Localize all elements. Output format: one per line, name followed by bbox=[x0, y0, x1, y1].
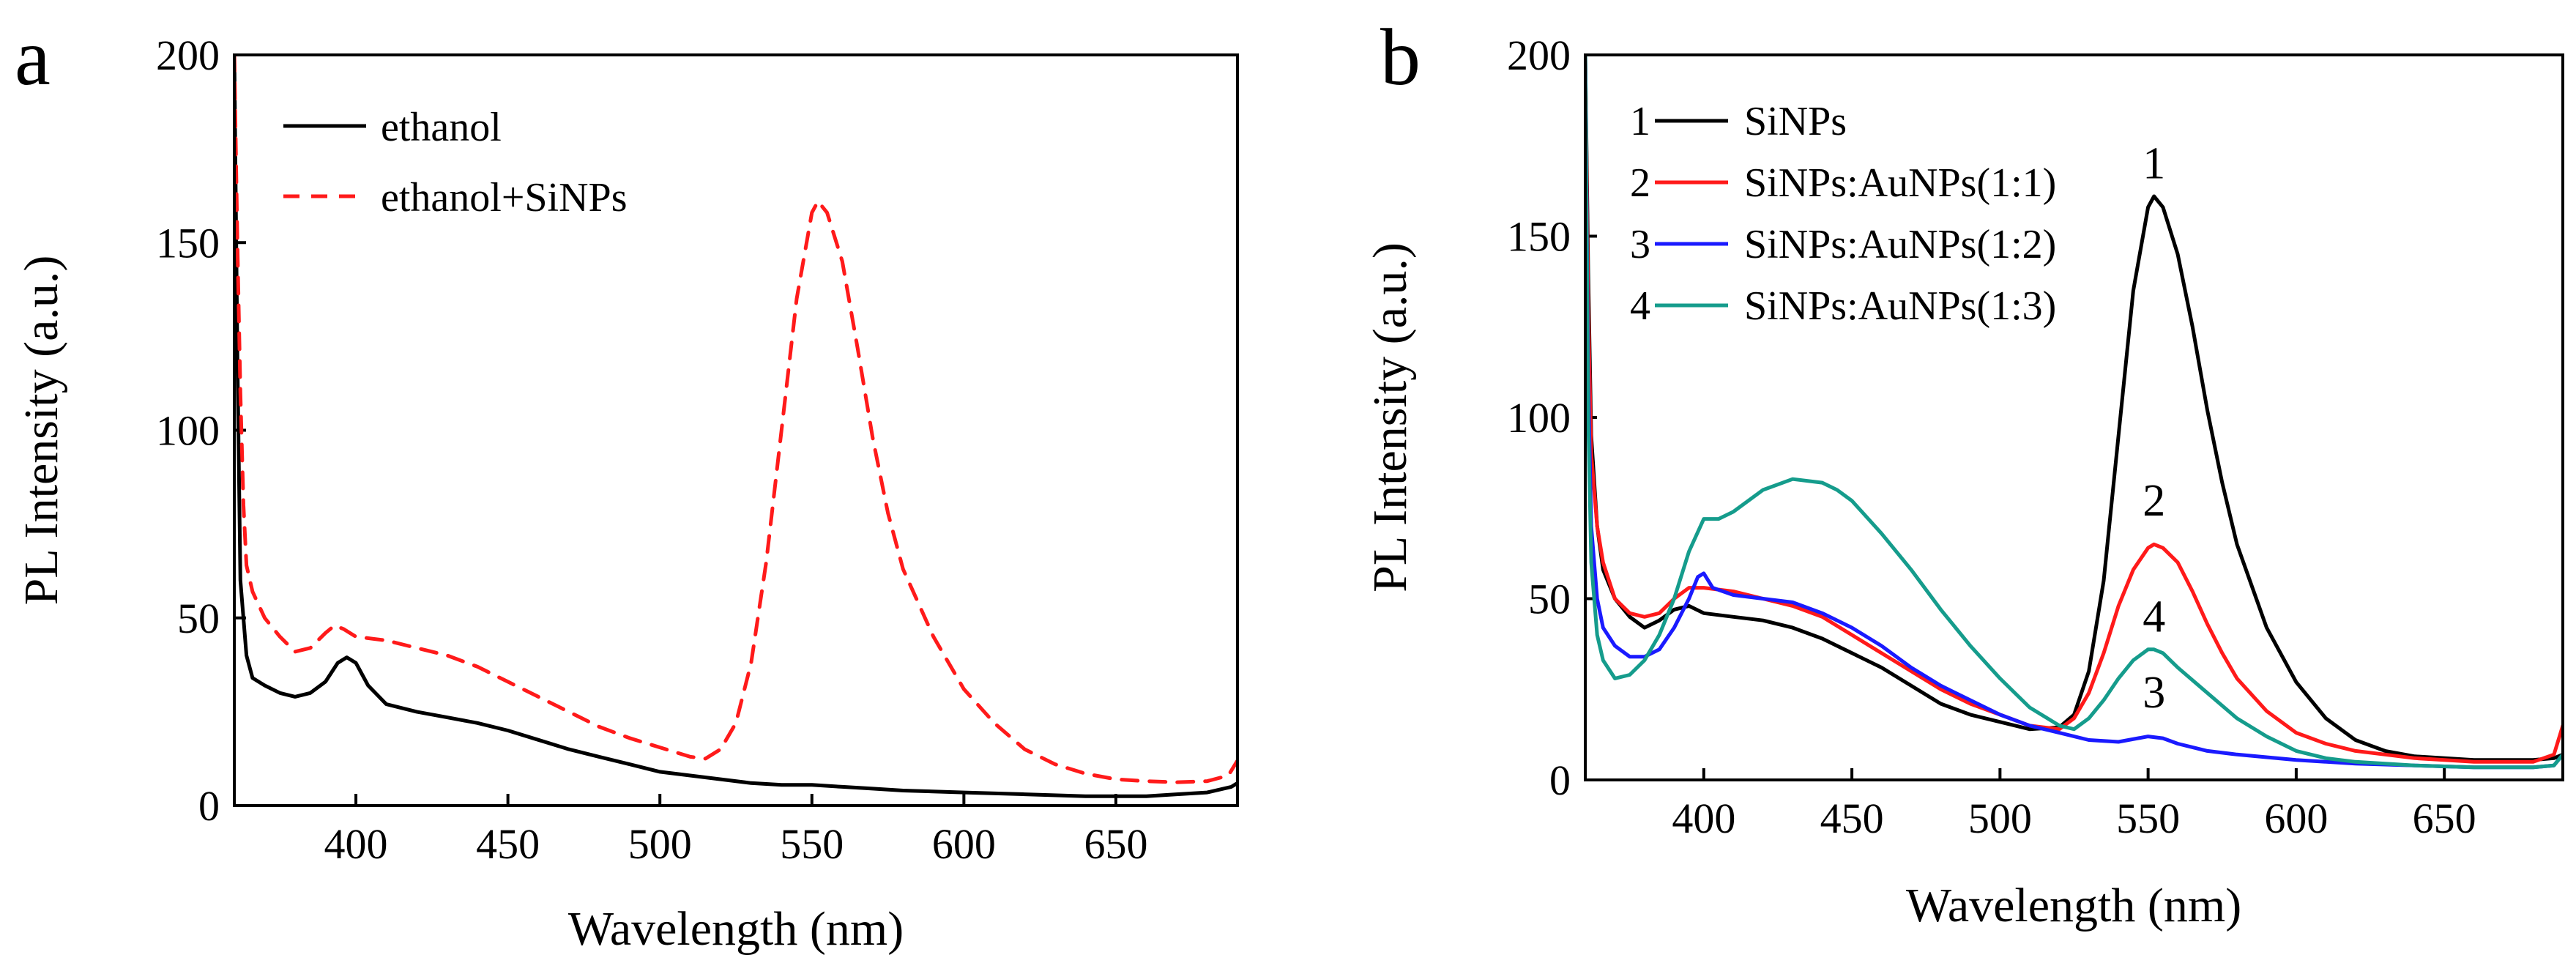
panel-b-x-tick-label-550: 550 bbox=[2116, 795, 2180, 842]
panel-a-y-tick-label-100: 100 bbox=[156, 407, 220, 455]
panel-letter-a: a bbox=[15, 12, 51, 102]
panel-b-y-tick-label-100: 100 bbox=[1507, 394, 1571, 442]
panel-b-legend-label-3: SiNPs:AuNPs(1:2) bbox=[1744, 222, 2056, 267]
panel-a-ticks: 400 450 500 550 600 650 0 50 100 150 200 bbox=[156, 31, 1147, 868]
panel-letter-b: b bbox=[1380, 12, 1421, 102]
panel-b-y-tick-label-150: 150 bbox=[1507, 213, 1571, 261]
panel-a-y-axis-title: PL Intensity (a.u.) bbox=[15, 256, 68, 606]
panel-a-plot-frame bbox=[233, 53, 1239, 807]
panel-a-x-axis-title: Wavelength (nm) bbox=[568, 902, 904, 956]
panel-a-y-tick-label-0: 0 bbox=[198, 782, 220, 830]
panel-a-legend: ethanol ethanol+SiNPs bbox=[283, 105, 628, 220]
panel-b-x-tick-label-450: 450 bbox=[1820, 795, 1884, 842]
panel-b-ticks: 400 450 500 550 600 650 0 50 100 150 200 bbox=[1507, 31, 2476, 842]
panel-b-legend-label-4: SiNPs:AuNPs(1:3) bbox=[1744, 283, 2056, 329]
panel-a-series-group bbox=[234, 55, 1237, 798]
panel-b-legend-number-1: 1 bbox=[1630, 99, 1650, 144]
panel-a-series-line-2 bbox=[234, 55, 1237, 784]
panel-a-y-tick-label-150: 150 bbox=[156, 219, 220, 267]
panel-a-legend-label-ethanol: ethanol bbox=[381, 105, 502, 150]
panel-b-legend-number-4: 4 bbox=[1630, 283, 1650, 329]
panel-b-legend-label-2: SiNPs:AuNPs(1:1) bbox=[1744, 160, 2056, 206]
panel-a-x-tick-label-650: 650 bbox=[1084, 820, 1147, 868]
panel-a-y-tick-label-50: 50 bbox=[177, 595, 220, 642]
panel-b-series-group bbox=[1585, 55, 2563, 770]
panel-a-x-tick-label-400: 400 bbox=[324, 820, 388, 868]
panel-b: b 400 450 500 550 600 650 0 50 100 150 200 PL Inte… bbox=[1363, 12, 2564, 932]
panel-b-legend-number-2: 2 bbox=[1630, 160, 1650, 206]
panel-a-y-tick-label-200: 200 bbox=[156, 31, 220, 79]
panel-b-plot-frame bbox=[1584, 53, 2564, 781]
panel-b-series-line-1 bbox=[1585, 55, 2563, 762]
panel-a-x-tick-label-550: 550 bbox=[780, 820, 844, 868]
panel-a-series-line-1 bbox=[234, 55, 1237, 798]
panel-b-peak-label-2: 2 bbox=[2143, 476, 2165, 526]
panel-a-legend-label-ethanol-sinps: ethanol+SiNPs bbox=[381, 175, 628, 220]
panel-b-peak-labels: 1 2 3 4 bbox=[2143, 139, 2165, 718]
panel-b-x-tick-label-650: 650 bbox=[2413, 795, 2476, 842]
panel-b-series-line-3 bbox=[1585, 55, 2563, 770]
panel-b-y-axis-title: PL Intensity (a.u.) bbox=[1363, 242, 1417, 592]
panel-b-y-tick-label-0: 0 bbox=[1549, 756, 1571, 804]
panel-a-x-tick-label-600: 600 bbox=[932, 820, 996, 868]
panel-b-series-line-2 bbox=[1585, 55, 2563, 764]
panel-a: a 400 450 500 550 600 650 0 50 100 150 200 PL Inte… bbox=[15, 12, 1239, 956]
panel-b-series-line-4 bbox=[1585, 55, 2563, 770]
panel-b-x-axis-title: Wavelength (nm) bbox=[1906, 879, 2241, 932]
panel-a-x-tick-label-450: 450 bbox=[476, 820, 540, 868]
panel-b-x-tick-label-600: 600 bbox=[2264, 795, 2328, 842]
panel-b-legend-label-1: SiNPs bbox=[1744, 99, 1847, 144]
panel-b-peak-label-1: 1 bbox=[2143, 139, 2165, 189]
panel-b-peak-label-4: 4 bbox=[2143, 592, 2165, 642]
panel-b-y-tick-label-50: 50 bbox=[1528, 576, 1571, 623]
panel-b-legend: 1 SiNPs 2 SiNPs:AuNPs(1:1) 3 SiNPs:AuNPs(1:2)… bbox=[1630, 99, 2056, 329]
panel-b-x-tick-label-500: 500 bbox=[1968, 795, 2032, 842]
panel-b-x-tick-label-400: 400 bbox=[1672, 795, 1735, 842]
panel-a-x-tick-label-500: 500 bbox=[628, 820, 692, 868]
panel-b-peak-label-3: 3 bbox=[2143, 668, 2165, 718]
panel-b-y-tick-label-200: 200 bbox=[1507, 31, 1571, 79]
panel-b-legend-number-3: 3 bbox=[1630, 222, 1650, 267]
